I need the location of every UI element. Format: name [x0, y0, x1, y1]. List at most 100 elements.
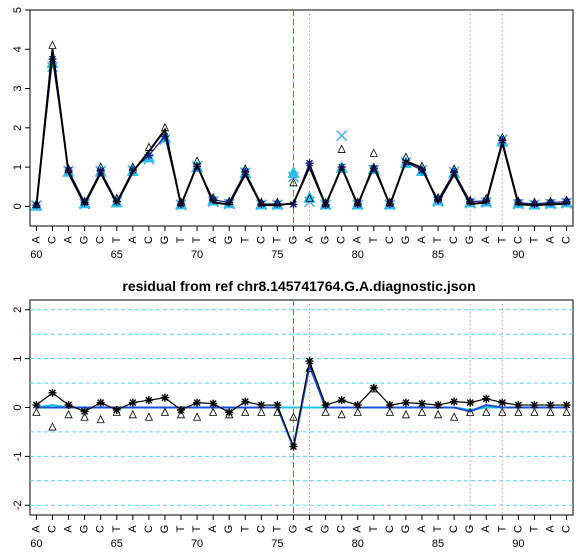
data-point	[321, 407, 330, 416]
data-point	[466, 197, 475, 206]
data-point	[353, 407, 362, 416]
data-point	[112, 405, 121, 414]
bottom-panel: residual from ref chr8.145741764.G.A.dia…	[12, 278, 574, 550]
data-point	[160, 132, 169, 141]
data-point	[160, 407, 170, 416]
series-2	[32, 357, 571, 451]
data-point	[562, 195, 571, 204]
data-point	[369, 384, 378, 393]
sequence-base-label: G	[287, 525, 299, 534]
sequence-base-label: C	[512, 525, 524, 533]
series-line	[36, 358, 567, 449]
data-point	[482, 407, 491, 416]
data-point	[128, 409, 137, 419]
data-point	[192, 412, 202, 421]
data-point	[369, 383, 378, 392]
data-point	[48, 40, 57, 49]
data-point	[96, 398, 105, 407]
data-point	[225, 196, 234, 206]
sequence-base-label: G	[400, 525, 412, 534]
sequence-base-label: T	[432, 525, 444, 532]
y-tick-label: 5	[12, 7, 24, 13]
data-point	[176, 197, 186, 206]
data-point	[144, 412, 154, 421]
data-point	[530, 197, 539, 206]
sequence-base-label: A	[127, 236, 139, 244]
data-point	[450, 397, 459, 406]
sequence-base-label: G	[320, 236, 332, 245]
sequence-base-label: T	[191, 236, 203, 243]
sequence-base-label: A	[352, 525, 364, 533]
data-point	[241, 164, 250, 173]
data-point	[321, 198, 330, 207]
series-line	[35, 49, 567, 209]
data-point	[48, 422, 57, 431]
x-tick-label: 75	[271, 538, 283, 550]
sequence-base-label: C	[384, 236, 396, 244]
sequence-base-label: T	[496, 236, 508, 243]
x-tick-label: 80	[352, 538, 364, 550]
sequence-base-label: C	[448, 236, 460, 244]
sequence-base-label: A	[63, 236, 75, 244]
x-tick-label: 70	[191, 249, 203, 261]
data-point	[385, 401, 394, 410]
data-point	[336, 130, 348, 142]
data-point	[241, 397, 250, 406]
x-tick-label: 65	[111, 538, 123, 550]
sequence-base-label: G	[79, 525, 91, 534]
sequence-base-label: A	[304, 525, 316, 533]
sequence-base-label: C	[255, 236, 267, 244]
sequence-base-label: C	[46, 236, 58, 244]
data-point	[369, 148, 378, 157]
data-point	[514, 407, 523, 416]
data-point	[449, 412, 459, 421]
data-point	[353, 197, 362, 206]
sequence-base-label: T	[191, 525, 203, 532]
sequence-base-label: C	[512, 236, 524, 244]
data-point	[546, 196, 555, 206]
series-4	[32, 40, 571, 208]
sequence-base-label: C	[561, 525, 573, 533]
sequence-base-label: C	[336, 525, 348, 533]
data-point	[32, 401, 41, 410]
sequence-base-label: C	[95, 525, 107, 533]
sequence-base-label: T	[528, 525, 540, 532]
data-point	[546, 401, 555, 410]
data-point	[193, 398, 202, 407]
sequence-base-label: T	[239, 525, 251, 532]
data-point	[209, 399, 218, 408]
data-point	[144, 142, 154, 151]
data-point	[482, 394, 491, 403]
sequence-base-label: T	[368, 525, 380, 532]
data-point	[64, 164, 73, 173]
data-point	[449, 164, 459, 173]
data-point	[417, 399, 426, 408]
data-point	[546, 198, 555, 207]
data-point	[289, 412, 298, 421]
sequence-base-label: C	[143, 525, 155, 533]
data-point	[417, 407, 427, 416]
data-point	[241, 407, 250, 416]
data-point	[257, 401, 266, 410]
data-point	[160, 393, 169, 402]
y-tick-label: 2	[12, 307, 24, 313]
sequence-base-label: A	[207, 236, 219, 244]
sequence-base-label: C	[561, 236, 573, 244]
data-point	[128, 162, 137, 171]
data-point	[80, 196, 89, 206]
data-point	[273, 401, 282, 410]
data-point	[514, 196, 523, 206]
sequence-base-label: A	[352, 236, 364, 244]
sequence-base-label: G	[400, 236, 412, 245]
sequence-base-label: T	[239, 236, 251, 243]
data-point	[466, 195, 475, 204]
data-point	[176, 409, 186, 419]
residual-panel-title: residual from ref chr8.145741764.G.A.dia…	[122, 278, 475, 294]
data-point	[530, 200, 539, 209]
data-point	[369, 164, 378, 173]
x-tick-label: 60	[30, 249, 42, 261]
data-point	[530, 401, 539, 410]
data-point	[401, 398, 410, 407]
data-point	[287, 171, 300, 183]
sequence-base-label: T	[271, 525, 283, 532]
